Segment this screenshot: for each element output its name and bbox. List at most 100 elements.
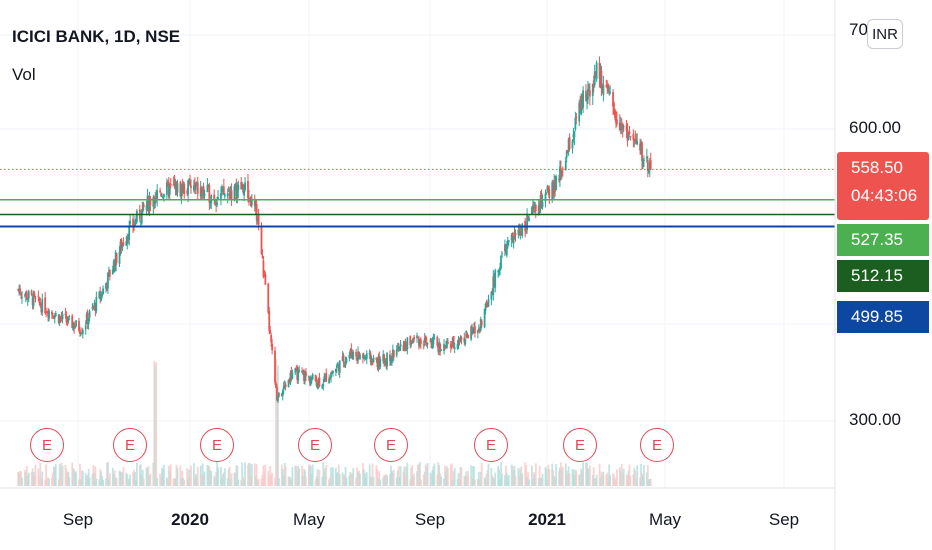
candle-body xyxy=(107,272,109,289)
earnings-marker[interactable]: E xyxy=(563,428,597,462)
volume-bar xyxy=(132,472,134,486)
candle-body xyxy=(594,71,597,78)
volume-bar xyxy=(66,472,69,486)
volume-bar xyxy=(250,464,253,486)
earnings-marker[interactable]: E xyxy=(298,428,332,462)
volume-bar xyxy=(275,359,277,486)
candle-body xyxy=(591,83,594,97)
candle-body xyxy=(586,97,588,101)
currency-button[interactable]: INR xyxy=(867,19,903,49)
volume-bar xyxy=(17,472,20,486)
volume-bar xyxy=(304,470,306,486)
volume-bar xyxy=(51,477,53,486)
candle-body xyxy=(66,320,69,324)
volume-bar xyxy=(48,478,50,486)
candle-body xyxy=(490,291,493,300)
candle-body xyxy=(228,192,231,200)
volume-bar xyxy=(357,471,359,486)
volume-bar xyxy=(236,465,239,486)
earnings-marker[interactable]: E xyxy=(640,428,674,462)
volume-bar xyxy=(627,470,630,486)
candle-body xyxy=(635,139,638,143)
volume-bar xyxy=(511,466,514,486)
volume-bar xyxy=(567,466,570,486)
volume-bar xyxy=(72,468,75,486)
candle-body xyxy=(390,356,393,361)
volume-bar xyxy=(139,464,142,486)
candle-body xyxy=(399,343,402,347)
volume-bar xyxy=(498,469,500,486)
volume-bar xyxy=(256,479,259,486)
earnings-marker[interactable]: E xyxy=(30,428,64,462)
candle-body xyxy=(433,338,436,340)
volume-bar xyxy=(431,470,434,486)
volume-bar xyxy=(574,469,577,486)
candle-body xyxy=(554,179,557,192)
candle-body xyxy=(436,337,439,346)
earnings-marker[interactable]: E xyxy=(374,428,408,462)
candle-body xyxy=(255,203,258,221)
candle-body xyxy=(270,334,273,343)
volume-bar xyxy=(546,479,549,486)
volume-bar xyxy=(467,470,470,486)
volume-bar xyxy=(332,467,334,486)
horizontal-lines[interactable] xyxy=(0,168,835,228)
volume-bar xyxy=(632,474,635,486)
volume-bar xyxy=(547,464,550,486)
volume-bar xyxy=(88,477,91,486)
earnings-marker[interactable]: E xyxy=(474,428,508,462)
volume-bar xyxy=(396,470,399,486)
time-tick: 2021 xyxy=(528,510,566,529)
volume-bar xyxy=(362,469,365,486)
candle-body xyxy=(47,312,49,317)
candle-body xyxy=(553,181,556,194)
candle-body xyxy=(580,97,583,115)
volume-bar xyxy=(168,469,171,486)
candle-body xyxy=(566,150,569,153)
volume-indicator-label[interactable]: Vol xyxy=(12,65,36,84)
candle-body xyxy=(328,378,331,384)
volume-bar xyxy=(235,465,238,486)
volume-bar xyxy=(397,466,400,486)
candle-body xyxy=(458,340,461,342)
volume-bar xyxy=(307,465,310,486)
volume-bar xyxy=(466,476,469,486)
candle-body xyxy=(189,181,191,186)
volume-bars xyxy=(17,359,652,486)
candle-body xyxy=(494,270,497,288)
candle-body xyxy=(256,217,259,222)
candle-body xyxy=(470,326,472,340)
volume-bar xyxy=(241,462,244,486)
candle-body xyxy=(371,359,374,365)
candle-body xyxy=(645,156,648,159)
candle-body xyxy=(32,293,35,307)
volume-bar xyxy=(457,472,460,486)
candle-body xyxy=(352,352,355,360)
volume-bar xyxy=(510,464,513,486)
volume-bar xyxy=(540,477,543,486)
candle-body xyxy=(190,185,192,188)
candle-body xyxy=(125,241,128,246)
volume-bar xyxy=(99,468,102,486)
volume-bar xyxy=(544,466,547,486)
volume-bar xyxy=(309,466,312,486)
volume-bar xyxy=(579,474,582,486)
volume-bar xyxy=(334,467,337,486)
volume-bar xyxy=(281,469,284,486)
earnings-marker[interactable]: E xyxy=(200,428,234,462)
candle-body xyxy=(444,345,446,349)
volume-bar xyxy=(84,473,87,486)
volume-bar xyxy=(378,471,381,486)
candle-body xyxy=(165,182,168,195)
candle-body xyxy=(60,315,63,319)
candle-body xyxy=(559,166,561,181)
candle-body xyxy=(338,360,341,373)
candle-body xyxy=(552,182,555,195)
candle-body xyxy=(213,194,216,201)
candle-body xyxy=(188,181,190,184)
volume-bar xyxy=(271,472,274,486)
candle-body xyxy=(632,134,635,140)
earnings-marker[interactable]: E xyxy=(113,428,147,462)
candle-body xyxy=(302,373,304,375)
